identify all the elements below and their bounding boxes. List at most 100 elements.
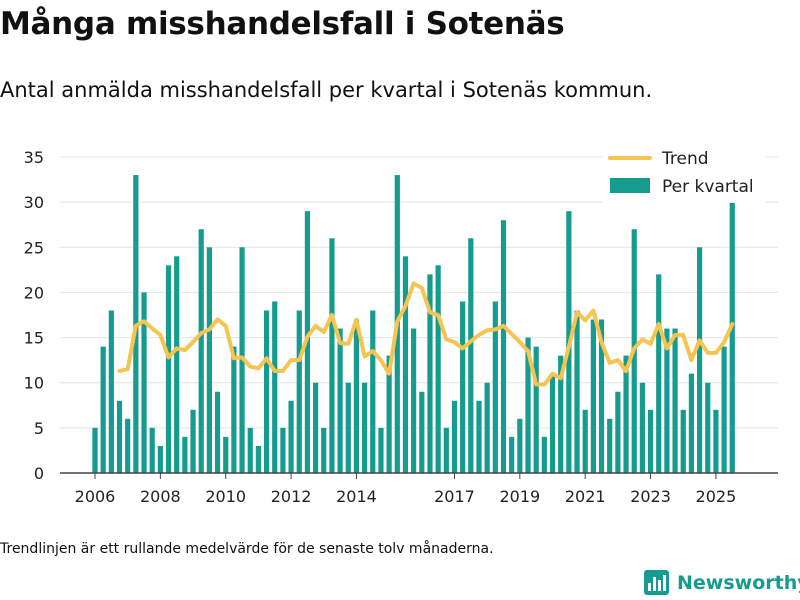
page-subtitle: Antal anmälda misshandelsfall per kvarta…: [0, 78, 653, 102]
bar: [435, 265, 441, 473]
x-tick-label: 2023: [630, 487, 671, 506]
legend: Trend Per kvartal: [602, 145, 766, 203]
bar: [647, 409, 654, 473]
brand-logo: Newsworthy: [644, 570, 800, 595]
bar: [517, 418, 523, 473]
bar: [582, 409, 588, 473]
x-tick-label: 2014: [336, 487, 377, 506]
y-tick-label: 15: [24, 329, 44, 348]
bar: [165, 265, 172, 473]
bar: [206, 247, 212, 473]
bar: [411, 328, 417, 473]
y-tick-label: 25: [24, 238, 44, 257]
x-tick-label: 2008: [140, 487, 181, 506]
bar: [141, 292, 147, 473]
bar: [443, 427, 449, 473]
bar: [500, 220, 507, 473]
bar: [255, 445, 261, 473]
bar: [223, 436, 229, 473]
bar: [639, 382, 645, 473]
y-tick-label: 10: [24, 374, 44, 393]
bar: [198, 229, 204, 473]
bar: [721, 346, 727, 473]
x-tick-label: 2010: [205, 487, 246, 506]
legend-background: [602, 145, 766, 203]
x-tick-label: 2012: [271, 487, 312, 506]
y-tick-label: 35: [24, 148, 44, 167]
y-tick-label: 0: [34, 464, 44, 483]
bar: [247, 427, 253, 473]
bar: [705, 382, 711, 473]
x-tick-label: 2019: [499, 487, 540, 506]
bar: [664, 328, 670, 473]
bar: [378, 427, 384, 473]
bar: [615, 391, 621, 473]
bar: [345, 382, 351, 473]
trend-series: [117, 281, 735, 387]
bar: [533, 346, 539, 473]
bar: [182, 436, 188, 473]
bar: [296, 310, 302, 473]
bar: [125, 418, 131, 473]
x-tick-label: 2017: [434, 487, 475, 506]
footnote: Trendlinjen är ett rullande medelvärde f…: [0, 541, 494, 557]
bar-chart-icon: [644, 570, 669, 595]
bar: [696, 247, 703, 473]
legend-trend-label: Trend: [661, 149, 709, 169]
bar: [190, 409, 196, 473]
bar: [680, 409, 686, 473]
bar: [427, 274, 433, 473]
bar: [214, 391, 221, 473]
bar: [460, 301, 466, 473]
x-tick-label: 2021: [565, 487, 606, 506]
bar: [656, 274, 662, 473]
bar: [321, 427, 327, 473]
bar: [598, 319, 605, 473]
bar: [149, 427, 155, 473]
bar: [370, 310, 376, 473]
bar: [272, 301, 278, 473]
bar: [525, 337, 531, 473]
bar: [263, 310, 270, 473]
bar: [402, 256, 409, 473]
bar: [280, 427, 286, 473]
bar: [312, 382, 319, 473]
bar: [108, 310, 114, 473]
bar: [541, 436, 547, 473]
bar: [353, 319, 360, 473]
bar: [451, 400, 458, 473]
bar: [468, 238, 474, 473]
bar: [558, 355, 564, 473]
bar: [574, 310, 580, 473]
trend-line: [117, 281, 735, 387]
bar: [288, 400, 294, 473]
legend-bar-swatch: [610, 178, 650, 193]
y-tick-label: 20: [24, 283, 44, 302]
bar: [590, 319, 596, 473]
bar: [92, 427, 98, 473]
bar: [492, 301, 498, 473]
bar: [688, 373, 695, 473]
bar: [174, 256, 180, 473]
bar: [623, 355, 629, 473]
bar: [419, 391, 425, 473]
brand-name: Newsworthy: [677, 571, 800, 594]
bar: [509, 436, 515, 473]
legend-bar-label: Per kvartal: [662, 177, 754, 197]
bar: [231, 346, 237, 473]
bar: [607, 418, 613, 473]
bar: [116, 400, 123, 473]
bar: [672, 328, 678, 473]
bar: [157, 445, 163, 473]
bar: [476, 400, 482, 473]
bar: [713, 409, 719, 473]
y-tick-label: 5: [34, 419, 44, 438]
bar: [386, 355, 392, 473]
bar: [362, 382, 368, 473]
bar: [337, 328, 343, 473]
bar: [484, 382, 490, 473]
bar: [329, 238, 335, 473]
x-tick-label: 2006: [75, 487, 116, 506]
